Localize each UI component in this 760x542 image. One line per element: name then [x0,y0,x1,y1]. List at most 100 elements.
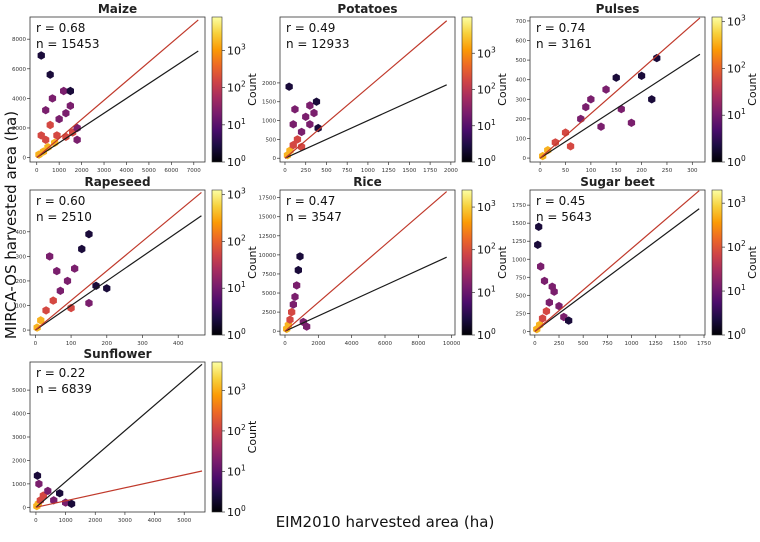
hexbin-cell [103,284,111,293]
hexbin-cell [289,140,297,150]
hexbin-cell [42,306,50,315]
x-tick-label: 2000 [311,341,325,347]
hexbin-cell [542,307,551,316]
x-tick-label: 1500 [673,341,687,347]
hexbin-cell [60,86,68,96]
colorbar-tick-label: 100 [727,154,746,169]
hexbin-cells [533,222,573,334]
x-tick-label: 5000 [142,168,156,174]
y-tick-label: 100 [16,304,27,310]
colorbar-tick-label: 100 [227,154,246,169]
hexbin-cell [85,230,93,239]
hexbin-cell [78,244,86,254]
hexbin-cell [49,296,57,305]
hexbin-cell [545,298,553,307]
x-tick-label: 0 [283,341,287,347]
hexbin-cell [306,120,314,129]
colorbar-tick-label: 103 [727,14,746,29]
x-tick-label: 0 [35,168,39,174]
x-tick-label: 400 [173,341,184,347]
colorbar-label: Count [496,245,509,278]
hexbin-cell [566,142,575,151]
y-tick-label: 500 [516,293,527,299]
colorbar-tick-label: 103 [227,382,246,397]
hexbin-cell [56,489,64,498]
hexbin-cell [44,486,52,496]
y-tick-label: 2500 [262,310,276,316]
y-tick-label: 0 [523,329,527,335]
y-tick-label: 4000 [12,412,26,418]
identity-line [539,17,701,159]
x-tick-label: 100 [586,168,597,174]
hexbin-cells [35,51,81,159]
y-tick-label: 10000 [259,253,277,259]
x-tick-label: 4000 [148,518,162,524]
x-tick-label: 200 [102,341,113,347]
hexbin-cell [42,106,50,115]
y-tick-label: 0 [23,505,27,511]
x-tick-label: 0 [283,168,287,174]
y-tick-label: 1500 [512,221,526,227]
x-tick-label: 750 [602,341,613,347]
panel-title: Sugar beet [580,175,655,189]
y-tick-label: 700 [516,19,527,25]
y-tick-label: 0 [273,156,277,162]
colorbar-tick-label: 103 [477,199,496,214]
colorbar-tick-label: 103 [727,195,746,210]
colorbar-label: Count [746,72,759,105]
hexbin-cell [66,86,74,96]
y-tick-label: 1000 [512,257,526,263]
colorbar [711,16,723,163]
hexbin-cell [297,127,306,137]
hexbin-cell [638,71,646,80]
y-tick-label: 1000 [262,119,276,125]
x-tick-label: 7000 [187,168,201,174]
y-tick-label: 600 [516,39,527,45]
hexbin-cell [602,85,610,94]
hexbin-cells [539,53,661,161]
y-tick-label: 2000 [12,126,26,132]
hexbin-cell [53,266,61,276]
figure-x-axis-label: EIM2010 harvested area (ha) [276,513,495,531]
panel-title: Sunflower [83,347,151,361]
panel-n-value: n = 2510 [36,210,92,224]
x-tick-label: 0 [34,518,38,524]
x-tick-label: 250 [662,168,673,174]
x-tick-label: 5000 [177,518,191,524]
y-tick-label: 8000 [12,37,26,43]
hexbin-cell [85,298,93,308]
hexbin-cell [286,315,294,324]
hexbin-cell [627,118,636,127]
x-tick-label: 0 [538,168,542,174]
hexbin-cell [294,265,302,275]
colorbar-tick-label: 101 [477,118,496,133]
x-tick-label: 1250 [649,341,663,347]
y-tick-label: 0 [23,328,27,334]
y-tick-label: 4000 [12,96,26,102]
hexbin-cell [35,479,43,489]
x-tick-label: 500 [578,341,589,347]
x-tick-label: 50 [562,168,569,174]
panel-n-value: n = 6839 [36,382,92,396]
colorbar-tick-label: 102 [227,423,246,438]
x-tick-label: 200 [636,168,647,174]
fit-line [539,53,701,159]
panel-n-value: n = 5643 [536,210,592,224]
x-tick-label: 3000 [118,518,132,524]
hexbin-cell [565,316,573,325]
x-tick-label: 2000 [75,168,89,174]
y-tick-label: 1000 [12,482,26,488]
hexbin-cell [46,120,54,130]
colorbar-tick-label: 101 [727,283,746,298]
identity-line [34,191,202,331]
x-tick-label: 1000 [59,518,73,524]
x-tick-label: 4000 [345,341,359,347]
hexbin-cell [551,138,559,147]
x-tick-label: 1000 [52,168,66,174]
hexbin-cell [303,322,311,331]
hexbin-cell [289,300,297,309]
panel-n-value: n = 3547 [286,210,342,224]
y-tick-label: 2000 [262,81,276,87]
